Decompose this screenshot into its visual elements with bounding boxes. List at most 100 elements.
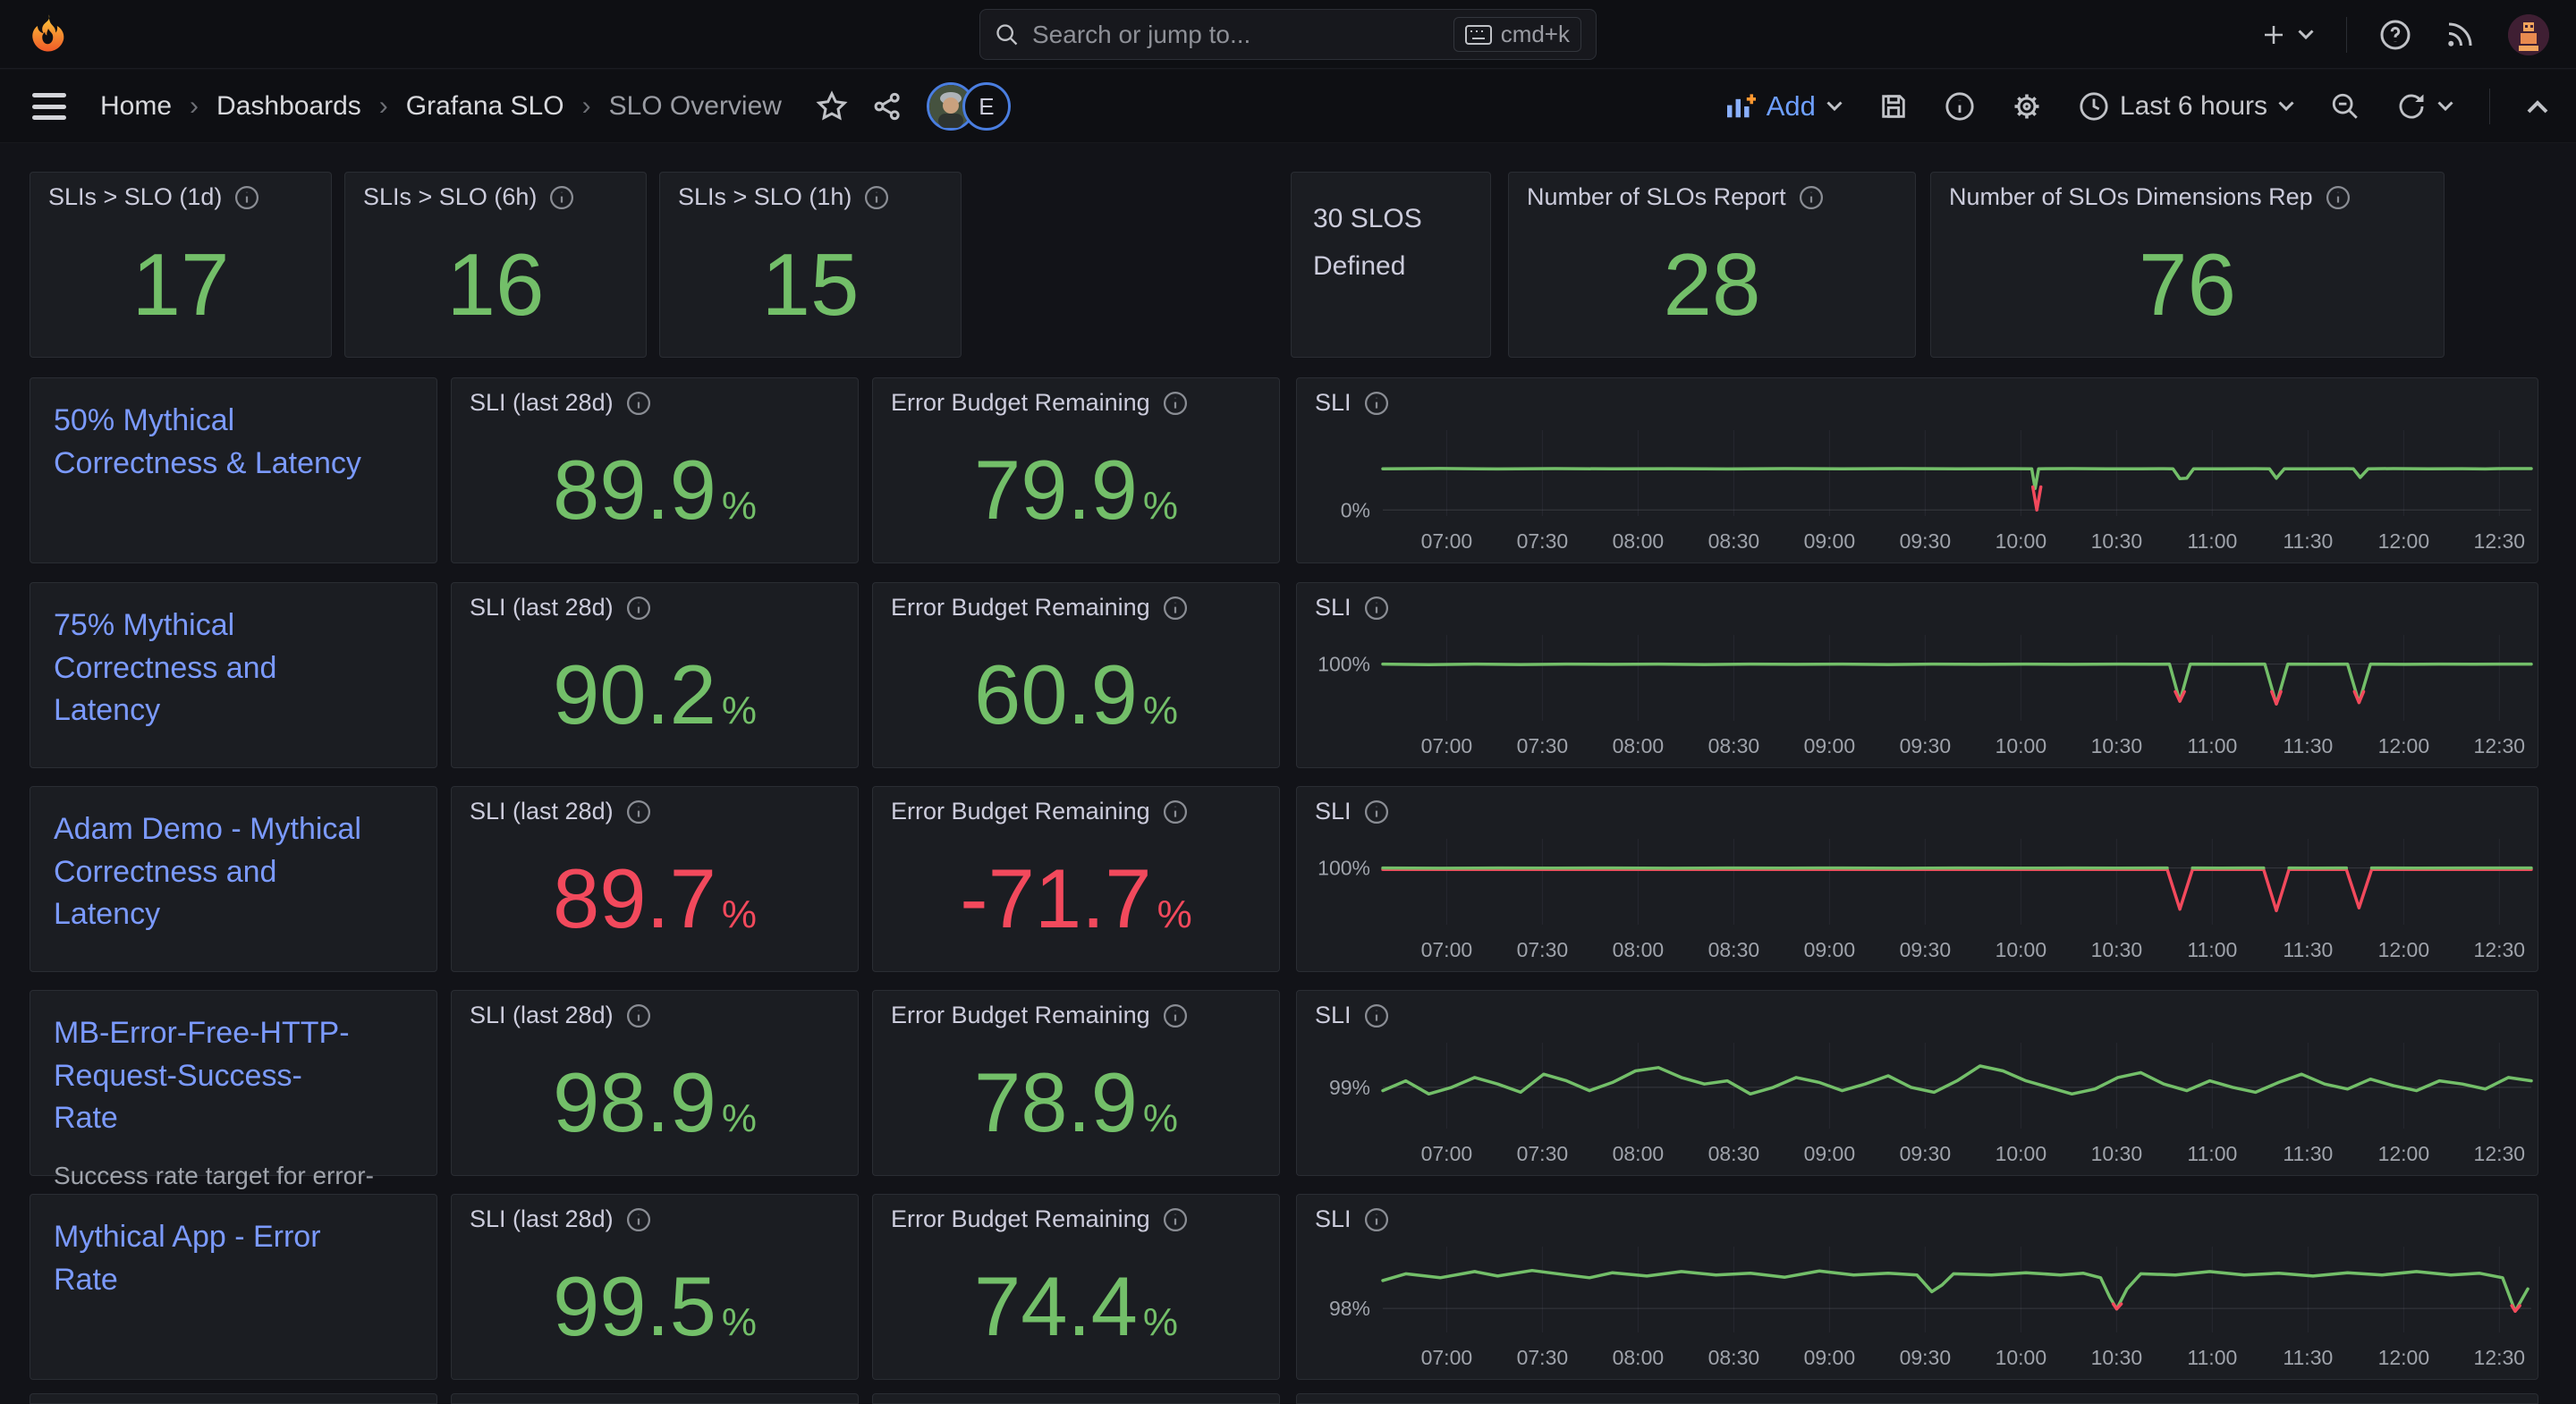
add-button[interactable]: Add [1725, 90, 1843, 123]
svg-text:07:00: 07:00 [1421, 1142, 1473, 1165]
info-icon[interactable] [626, 799, 651, 825]
info-icon[interactable] [1364, 799, 1389, 825]
stat-value: 28 [1663, 235, 1761, 334]
slo-title-link[interactable]: MB-Error-Free-HTTP-Request-Success-Rate [54, 1016, 350, 1136]
info-icon[interactable] [2326, 185, 2351, 210]
info-icon[interactable] [1364, 596, 1389, 621]
metric-value: 98.9% [552, 1055, 758, 1149]
value-panel: Error Budget Remaining 79.9% [872, 377, 1280, 563]
svg-text:12:00: 12:00 [2378, 734, 2430, 757]
refresh-icon [2399, 94, 2424, 119]
svg-text:10:30: 10:30 [2091, 938, 2143, 961]
svg-text:10:30: 10:30 [2091, 1346, 2143, 1369]
info-icon[interactable] [1945, 91, 1975, 122]
info-icon[interactable] [626, 1207, 651, 1232]
help-icon[interactable] [2379, 19, 2411, 51]
info-icon[interactable] [1163, 1207, 1188, 1232]
svg-text:09:00: 09:00 [1804, 1142, 1856, 1165]
panel-title: Error Budget Remaining [891, 1002, 1150, 1028]
svg-text:10:00: 10:00 [1996, 1346, 2047, 1369]
new-menu-button[interactable] [2260, 21, 2314, 48]
svg-text:09:00: 09:00 [1804, 938, 1856, 961]
collapse-icon[interactable] [2526, 99, 2549, 114]
sli-timeseries-chart[interactable]: 07:00 07:30 08:00 08:30 09:00 09:30 10:00 10:30… [1297, 628, 2538, 764]
sli-timeseries-chart[interactable]: 07:00 07:30 08:00 08:30 09:00 09:30 10:00 10:30… [1297, 423, 2538, 559]
value-panel: Error Budget Remaining -71.7% [872, 786, 1280, 972]
breadcrumb-item[interactable]: Dashboards [216, 91, 361, 121]
svg-text:08:00: 08:00 [1613, 938, 1665, 961]
search-input[interactable]: Search or jump to... cmd+k [979, 9, 1597, 60]
info-icon[interactable] [1799, 185, 1824, 210]
svg-text:11:00: 11:00 [2187, 1142, 2237, 1165]
settings-icon[interactable] [2011, 90, 2043, 123]
info-icon[interactable] [1163, 391, 1188, 416]
slo-title-link[interactable]: Mythical App - Error Rate [54, 1220, 321, 1297]
svg-text:07:30: 07:30 [1517, 734, 1569, 757]
info-icon[interactable] [1163, 596, 1188, 621]
menu-icon[interactable] [32, 93, 66, 120]
breadcrumb-item[interactable]: Home [100, 91, 173, 121]
info-icon[interactable] [626, 391, 651, 416]
share-icon[interactable] [871, 90, 903, 123]
metric-value: 90.2% [552, 647, 758, 741]
save-icon[interactable] [1878, 91, 1909, 122]
news-icon[interactable] [2444, 19, 2476, 51]
dashboard-toolbar: Home › Dashboards › Grafana SLO › SLO Overview… [0, 70, 2576, 143]
info-icon[interactable] [626, 1003, 651, 1028]
svg-text:09:30: 09:30 [1900, 1142, 1952, 1165]
svg-text:98%: 98% [1329, 1297, 1370, 1320]
breadcrumb-item[interactable]: Grafana SLO [405, 91, 564, 121]
viewer-avatar-initial[interactable]: E [962, 82, 1011, 131]
info-icon[interactable] [864, 185, 889, 210]
panel-title: SLI [1315, 389, 1352, 416]
stat-value: 76 [2138, 235, 2236, 334]
info-icon[interactable] [1163, 799, 1188, 825]
slo-link-panel: Adam Demo - Mythical Correctness and Lat… [30, 786, 437, 972]
panel-title: SLI (last 28d) [470, 798, 614, 825]
svg-text:100%: 100% [1318, 857, 1370, 880]
slo-title-link[interactable]: Adam Demo - Mythical Correctness and Lat… [54, 812, 361, 932]
info-icon[interactable] [1364, 1207, 1389, 1232]
info-icon[interactable] [1364, 1003, 1389, 1028]
refresh-button[interactable] [2396, 91, 2453, 122]
clock-icon [2080, 92, 2108, 121]
svg-text:11:30: 11:30 [2283, 1142, 2333, 1165]
svg-text:08:00: 08:00 [1613, 529, 1665, 553]
star-icon[interactable] [816, 90, 848, 123]
panel-title: SLIs > SLO (6h) [363, 183, 538, 210]
slo-title-link[interactable]: 50% Mythical Correctness & Latency [54, 403, 361, 480]
metric-value: 89.9% [552, 443, 758, 537]
slo-link-panel: Mythical App - Error Rate [30, 1194, 437, 1380]
add-panel-icon [1726, 94, 1756, 118]
info-icon[interactable] [626, 596, 651, 621]
info-icon[interactable] [1364, 391, 1389, 416]
info-icon[interactable] [234, 185, 259, 210]
profile-avatar[interactable] [2508, 13, 2549, 55]
panel-title: Number of SLOs Dimensions Rep [1949, 183, 2313, 210]
metric-value: -71.7% [960, 851, 1192, 945]
svg-text:10:00: 10:00 [1996, 734, 2047, 757]
svg-text:11:00: 11:00 [2187, 1346, 2237, 1369]
svg-text:07:00: 07:00 [1421, 734, 1473, 757]
svg-text:08:00: 08:00 [1613, 734, 1665, 757]
value-panel: SLI (last 28d) 90.2% [451, 582, 859, 768]
sli-chart-panel: SLI 07:00 07:30 08:00 08:30 09:00 09:30 10:00 1… [1296, 1194, 2538, 1380]
breadcrumb-item[interactable]: SLO Overview [608, 91, 782, 121]
stat-panel: SLIs > SLO (6h) 16 [344, 172, 647, 358]
time-range-picker[interactable]: Last 6 hours [2079, 91, 2294, 122]
svg-text:09:00: 09:00 [1804, 529, 1856, 553]
svg-text:08:30: 08:30 [1708, 1346, 1760, 1369]
sli-timeseries-chart[interactable]: 07:00 07:30 08:00 08:30 09:00 09:30 10:00 10:30… [1297, 1239, 2538, 1375]
zoom-out-icon[interactable] [2330, 91, 2360, 122]
sli-timeseries-chart[interactable]: 07:00 07:30 08:00 08:30 09:00 09:30 10:00 10:30… [1297, 1036, 2538, 1171]
info-icon[interactable] [1163, 1003, 1188, 1028]
grafana-logo[interactable] [27, 13, 70, 55]
metric-value: 89.7% [552, 851, 758, 945]
next-row-panel-partial [1296, 1393, 2538, 1404]
info-icon[interactable] [549, 185, 574, 210]
divider [2346, 16, 2347, 53]
sli-timeseries-chart[interactable]: 07:00 07:30 08:00 08:30 09:00 09:30 10:00 10:30… [1297, 832, 2538, 968]
panel-title: Error Budget Remaining [891, 1205, 1150, 1232]
slo-title-link[interactable]: 75% Mythical Correctness and Latency [54, 608, 277, 728]
panel-title: Error Budget Remaining [891, 798, 1150, 825]
